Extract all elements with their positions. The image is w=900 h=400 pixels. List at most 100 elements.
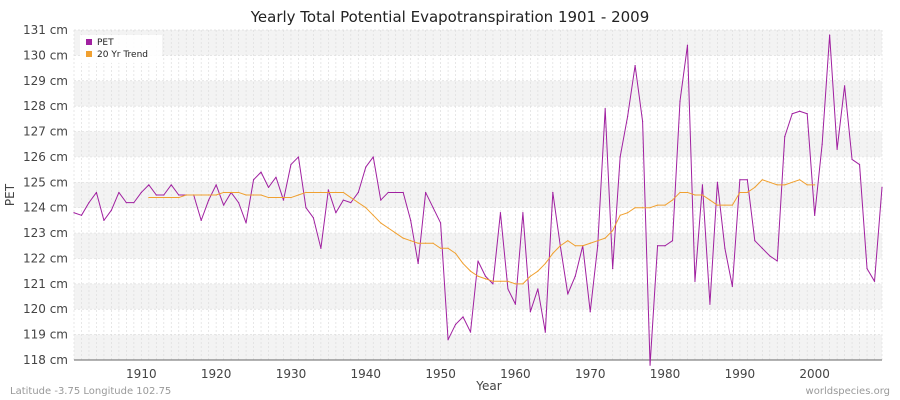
data-point-trend	[425, 242, 427, 244]
data-point-pet	[73, 212, 75, 214]
data-point-trend	[649, 207, 651, 209]
data-point-trend	[200, 194, 202, 196]
data-point-pet	[425, 191, 427, 194]
data-point-trend	[701, 194, 704, 196]
data-point-trend	[260, 194, 262, 196]
data-point-pet	[380, 199, 382, 201]
data-point-pet	[544, 331, 546, 333]
data-point-pet	[671, 240, 674, 242]
data-point-pet	[469, 331, 472, 333]
data-point-trend	[410, 240, 412, 242]
y-tick-label: 128 cm	[23, 99, 68, 113]
data-point-trend	[178, 196, 180, 199]
legend-swatch-pet	[86, 39, 92, 45]
data-point-trend	[544, 262, 546, 265]
data-point-trend	[769, 181, 771, 183]
data-point-pet	[716, 181, 719, 183]
data-point-pet	[589, 311, 591, 313]
data-point-trend	[350, 196, 352, 199]
data-point-pet	[447, 339, 449, 341]
data-point-pet	[312, 217, 315, 219]
data-point-trend	[724, 204, 726, 206]
data-point-pet	[791, 113, 793, 115]
data-point-pet	[200, 219, 202, 221]
y-tick-label: 127 cm	[23, 125, 68, 139]
data-point-trend	[694, 194, 696, 196]
data-point-pet	[484, 275, 487, 277]
data-point-pet	[178, 194, 180, 196]
data-point-pet	[305, 207, 307, 209]
data-point-pet	[439, 222, 442, 224]
data-point-trend	[320, 191, 322, 194]
data-point-pet	[836, 148, 838, 150]
data-point-trend	[305, 191, 307, 194]
data-point-trend	[185, 194, 187, 196]
data-point-trend	[447, 247, 449, 249]
data-point-trend	[761, 179, 763, 181]
data-point-trend	[155, 196, 157, 199]
series-layer	[73, 34, 883, 366]
data-point-trend	[387, 227, 389, 229]
data-point-pet	[155, 194, 157, 196]
data-point-pet	[103, 219, 105, 221]
data-point-trend	[671, 199, 674, 201]
data-point-pet	[806, 113, 808, 115]
data-point-trend	[417, 242, 419, 244]
data-point-pet	[514, 303, 517, 305]
data-point-pet	[851, 158, 853, 161]
data-point-pet	[140, 191, 142, 194]
data-point-pet	[133, 202, 135, 204]
series-line-trend	[148, 179, 815, 285]
data-point-pet	[701, 184, 704, 186]
y-tick-label: 118 cm	[23, 353, 68, 367]
data-point-trend	[499, 280, 502, 282]
data-point-pet	[597, 245, 599, 247]
data-point-pet	[387, 191, 389, 194]
data-point-pet	[208, 199, 210, 201]
legend-swatch-trend	[86, 51, 92, 57]
data-point-trend	[619, 214, 621, 216]
x-tick-label: 2000	[799, 367, 830, 381]
data-point-trend	[806, 184, 808, 186]
data-point-trend	[627, 212, 629, 214]
footer-coordinates: Latitude -3.75 Longitude 102.75	[10, 386, 171, 397]
data-point-trend	[522, 283, 524, 285]
data-point-pet	[365, 166, 367, 168]
x-tick-label: 1950	[425, 367, 456, 381]
data-point-pet	[118, 191, 120, 194]
data-point-pet	[784, 136, 786, 138]
data-point-pet	[679, 100, 681, 102]
y-tick-label: 130 cm	[23, 48, 68, 62]
data-point-trend	[267, 196, 270, 199]
data-point-trend	[402, 237, 404, 239]
data-point-pet	[454, 323, 457, 326]
data-point-trend	[746, 191, 748, 194]
data-point-trend	[799, 179, 801, 181]
data-point-trend	[679, 191, 681, 194]
data-point-trend	[477, 275, 479, 277]
legend-label-trend: 20 Yr Trend	[97, 50, 148, 60]
x-tick-label: 1970	[575, 367, 606, 381]
data-point-pet	[881, 186, 883, 188]
data-point-pet	[649, 364, 651, 366]
data-point-pet	[612, 268, 614, 270]
data-point-pet	[664, 245, 666, 247]
data-point-pet	[267, 186, 270, 188]
data-point-pet	[537, 288, 539, 290]
data-point-trend	[372, 214, 374, 216]
data-point-pet	[462, 316, 464, 318]
data-point-trend	[365, 207, 367, 209]
legend-box	[80, 35, 162, 63]
data-point-pet	[237, 202, 240, 204]
data-point-trend	[612, 229, 614, 232]
data-point-pet	[567, 293, 569, 295]
data-point-trend	[634, 207, 636, 209]
data-point-pet	[641, 120, 644, 122]
data-point-pet	[290, 163, 292, 166]
data-point-trend	[432, 242, 434, 244]
data-point-pet	[327, 189, 329, 191]
data-point-trend	[439, 247, 442, 249]
x-tick-label: 1980	[650, 367, 681, 381]
data-point-trend	[275, 196, 277, 199]
